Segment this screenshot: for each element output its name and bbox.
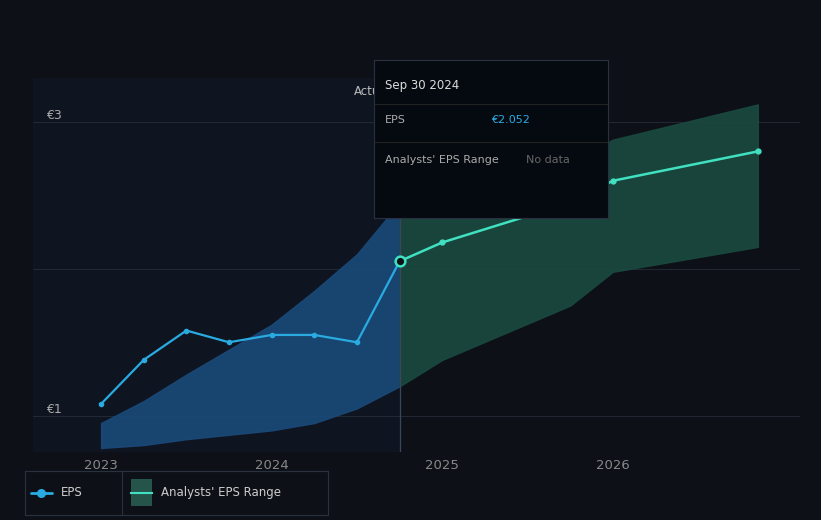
Bar <box>33 78 400 452</box>
Text: €1: €1 <box>47 402 62 415</box>
Text: No data: No data <box>525 155 570 165</box>
Text: €2.052: €2.052 <box>491 115 530 125</box>
Text: EPS: EPS <box>61 486 83 499</box>
Text: Sep 30 2024: Sep 30 2024 <box>385 79 460 92</box>
Bar <box>131 479 152 506</box>
Text: EPS: EPS <box>385 115 406 125</box>
Text: Analysts' EPS Range: Analysts' EPS Range <box>385 155 499 165</box>
Text: Actual: Actual <box>354 85 391 98</box>
Text: €3: €3 <box>47 109 62 122</box>
Text: Analysts Forecasts: Analysts Forecasts <box>408 85 518 98</box>
Text: Analysts' EPS Range: Analysts' EPS Range <box>162 486 282 499</box>
